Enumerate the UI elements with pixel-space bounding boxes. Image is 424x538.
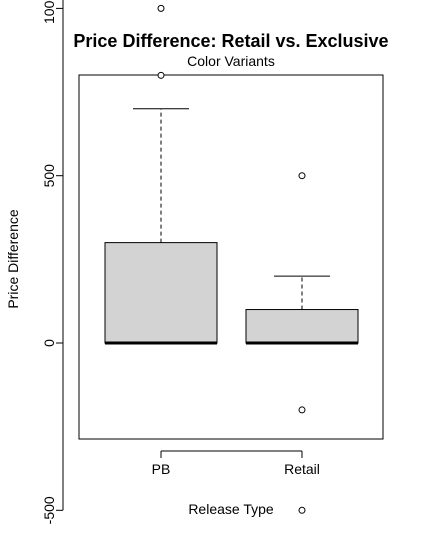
outlier-point: [157, 4, 165, 12]
box-iqr: [245, 309, 359, 344]
box-iqr: [104, 242, 218, 344]
y-tick-label: -500: [41, 496, 57, 524]
y-tick-label: 1000: [41, 0, 57, 24]
outlier-point: [298, 406, 306, 414]
x-tick-label: PB: [152, 461, 171, 477]
x-axis: PB Retail: [152, 450, 320, 477]
outlier-point: [298, 172, 306, 180]
y-tick-label: 500: [41, 164, 57, 188]
chart-title: Price Difference: Retail vs. Exclusive: [73, 31, 388, 51]
box-group: [104, 4, 359, 514]
x-tick-label: Retail: [284, 461, 320, 477]
box-retail: [245, 172, 359, 514]
y-axis-label: Price Difference: [5, 209, 21, 309]
x-axis-label: Release Type: [188, 501, 274, 517]
outlier-point: [157, 71, 165, 79]
chart-subtitle: Color Variants: [187, 53, 275, 69]
y-tick-label: 0: [41, 339, 57, 347]
box-pb: [104, 4, 218, 345]
outlier-point: [298, 506, 306, 514]
y-axis: -500050010001500: [41, 0, 64, 524]
plot-frame: [78, 74, 384, 440]
